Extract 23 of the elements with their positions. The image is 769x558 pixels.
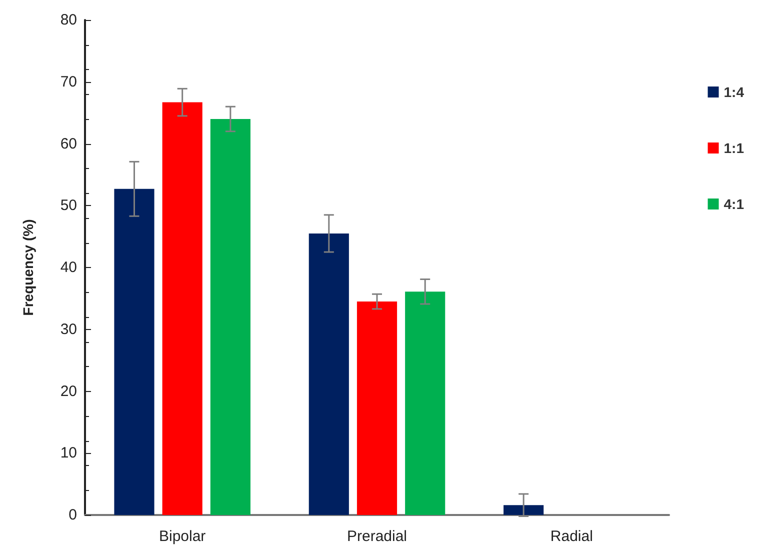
y-tick-label: 10 — [60, 444, 77, 462]
y-axis-title: Frequency (%) — [20, 219, 36, 316]
legend-label: 1:1 — [724, 140, 744, 156]
y-tick-label: 0 — [68, 506, 77, 524]
x-tick-label: Preradial — [346, 528, 408, 545]
y-tick-label: 40 — [60, 259, 77, 276]
legend-label: 4:1 — [724, 196, 744, 212]
y-tick-label: 50 — [60, 197, 77, 214]
legend-label: 1:4 — [724, 84, 744, 100]
y-tick-label: 80 — [60, 12, 77, 28]
bar — [308, 233, 349, 515]
bar — [504, 505, 544, 515]
bar — [210, 119, 250, 515]
y-tick-label: 60 — [60, 135, 77, 152]
x-tick-label: Radial — [550, 528, 593, 545]
bar — [114, 188, 154, 515]
y-tick-label: 30 — [60, 320, 77, 338]
y-tick-label: 70 — [60, 73, 77, 90]
bar — [405, 292, 446, 515]
bar — [356, 302, 398, 515]
x-tick-label: Bipolar — [158, 528, 206, 545]
y-tick-label: 20 — [60, 382, 77, 400]
bar — [162, 102, 202, 515]
